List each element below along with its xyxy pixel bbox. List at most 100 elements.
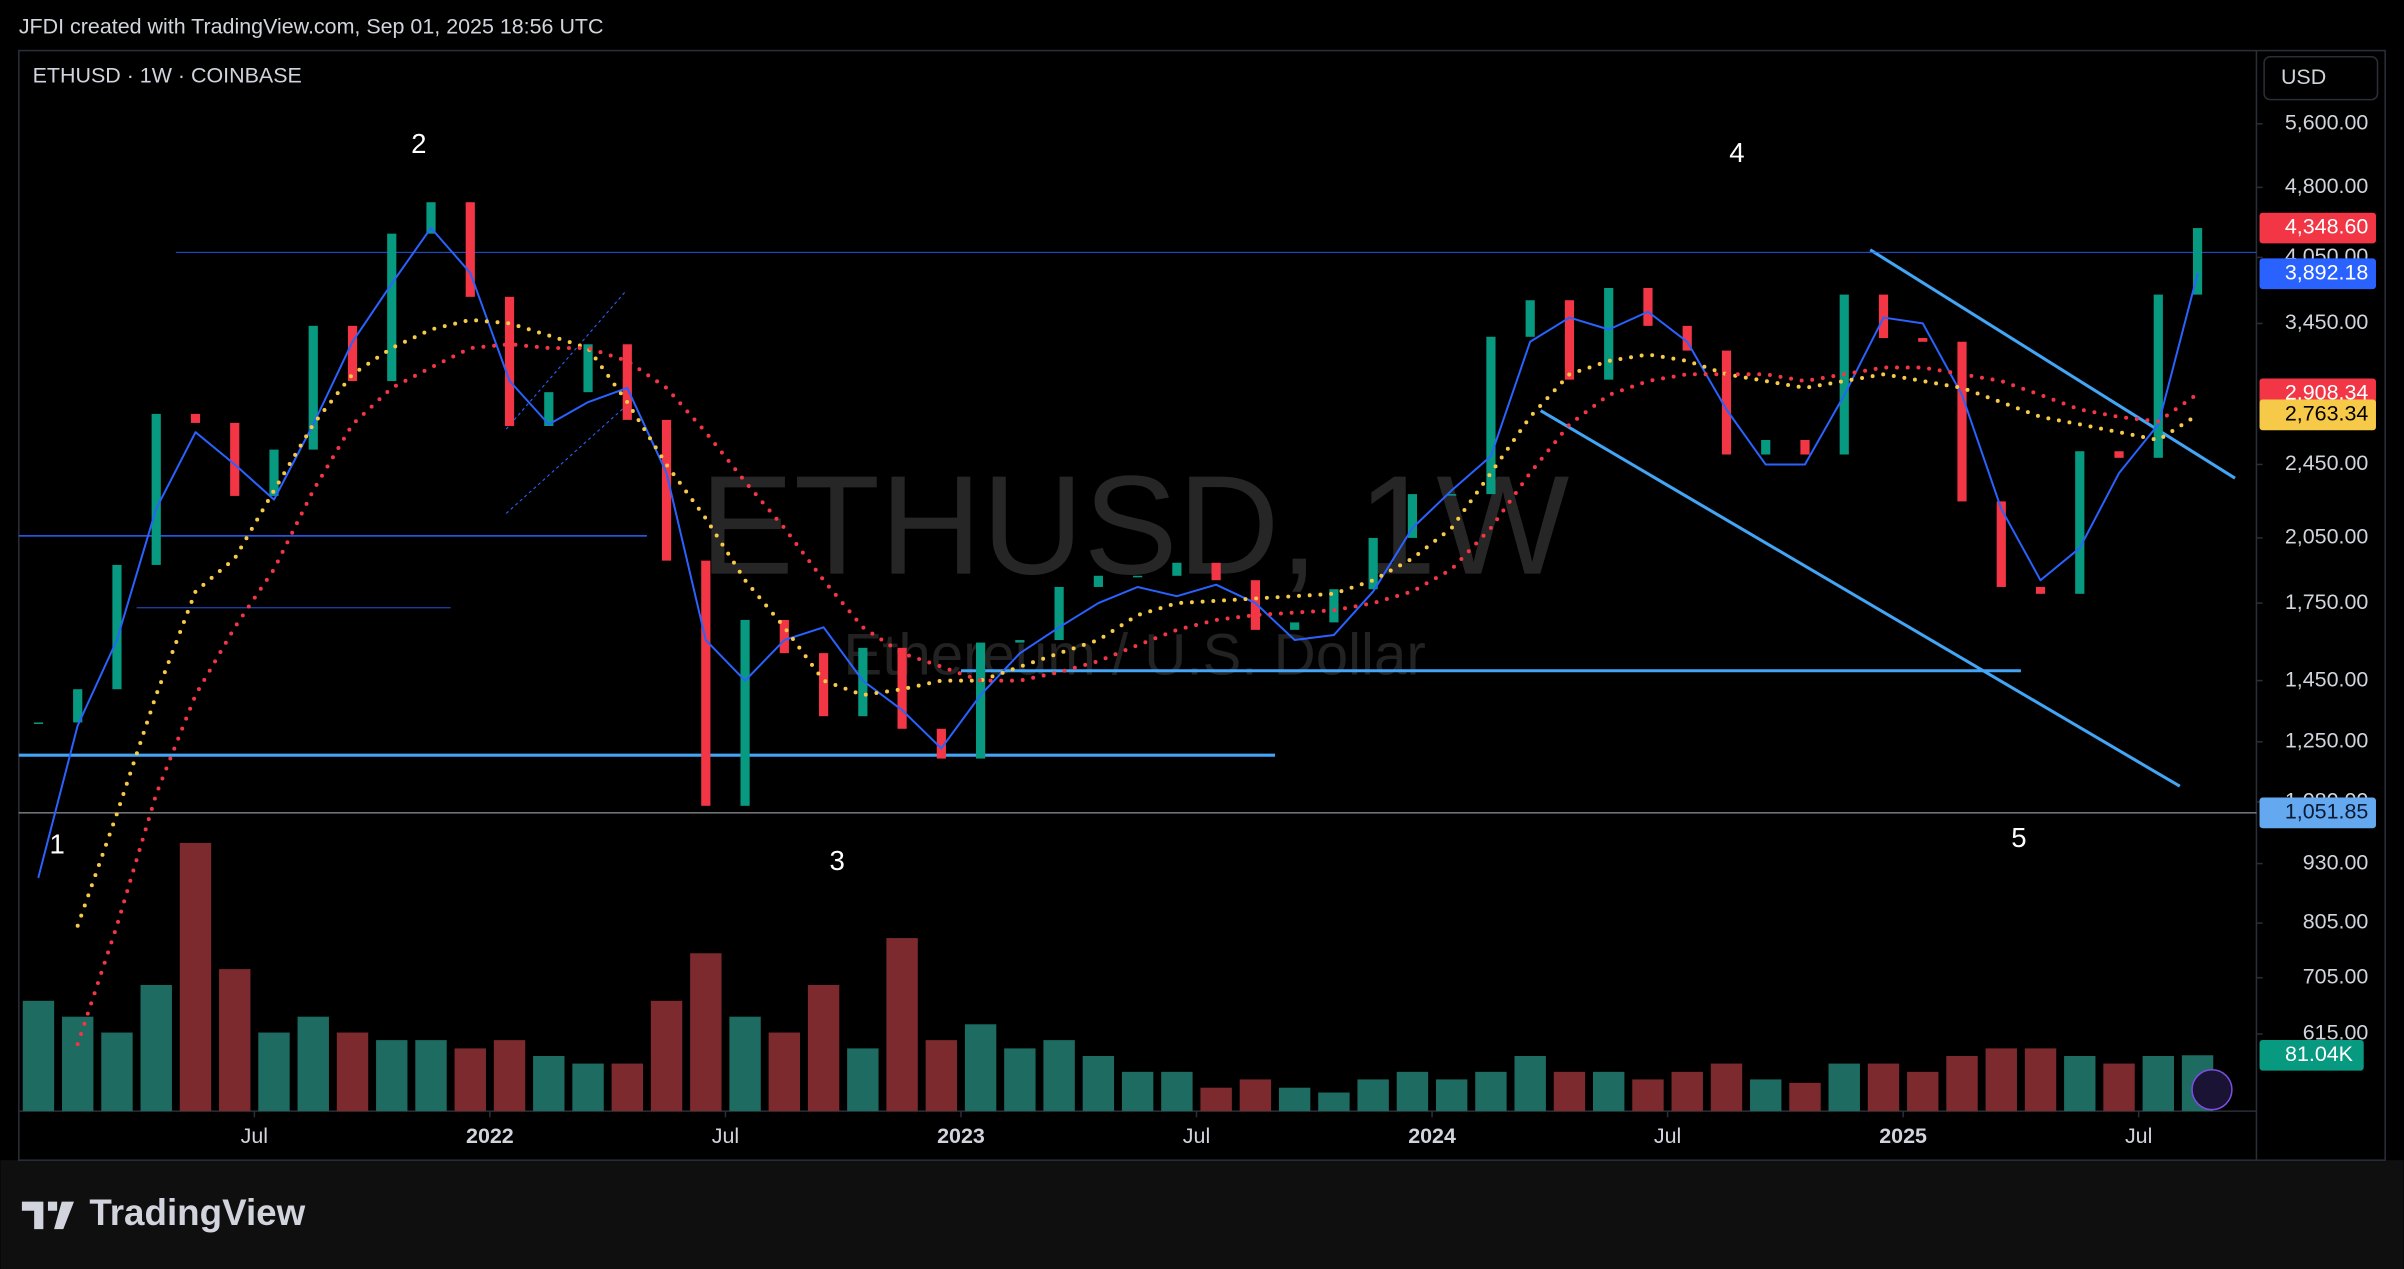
price-label-box bbox=[2259, 212, 2376, 244]
y-tick-label: 1,250.00 bbox=[2285, 728, 2369, 752]
volume-bar bbox=[1082, 1055, 1115, 1112]
volume-bar bbox=[1121, 1071, 1154, 1112]
price-label: 2,763.34 bbox=[2285, 402, 2369, 426]
plot bbox=[18, 202, 2257, 1112]
wave-label: 3 bbox=[830, 845, 845, 876]
x-tick-label: Jul bbox=[241, 1124, 268, 1148]
volume-bar bbox=[1200, 1087, 1232, 1112]
volume-bar bbox=[297, 1016, 329, 1112]
candle-body bbox=[1564, 300, 1575, 380]
currency-box[interactable] bbox=[2263, 55, 2379, 101]
volume-bar bbox=[219, 969, 251, 1112]
watermark: ETHUSD, 1W bbox=[700, 446, 1570, 604]
volume-bar bbox=[650, 1000, 683, 1112]
candle-body bbox=[1172, 562, 1182, 576]
volume-bar bbox=[2142, 1055, 2174, 1112]
price-label-box bbox=[2259, 258, 2376, 290]
candle-body bbox=[1761, 439, 1771, 455]
volume-bar bbox=[533, 1055, 565, 1112]
volume-bar bbox=[1671, 1071, 1703, 1112]
candle-body bbox=[1878, 294, 1889, 339]
trend-line bbox=[505, 405, 627, 514]
x-tick-label: Jul bbox=[712, 1124, 739, 1148]
volume-bar bbox=[807, 984, 840, 1112]
y-tick-label: 705.00 bbox=[2303, 964, 2369, 988]
volume-bar bbox=[336, 1032, 369, 1112]
candle-body bbox=[387, 233, 397, 382]
watermark-subtitle: Ethereum / U.S. Dollar bbox=[843, 622, 1425, 687]
candle-body bbox=[1918, 338, 1928, 342]
candle-body bbox=[1054, 586, 1064, 641]
trend-line bbox=[1869, 248, 2236, 480]
candle-body bbox=[1996, 501, 2006, 587]
brand-name: TradingView bbox=[89, 1192, 305, 1233]
volume-bar bbox=[611, 1063, 644, 1112]
volume-bar bbox=[415, 1040, 447, 1112]
candle-body bbox=[936, 728, 946, 759]
x-tick-label: Jul bbox=[1654, 1124, 1681, 1148]
candle-body bbox=[1290, 622, 1300, 630]
volume-bar bbox=[62, 1016, 94, 1112]
currency[interactable]: USD bbox=[2281, 65, 2326, 89]
moving-average bbox=[37, 226, 2199, 879]
candle-body bbox=[269, 449, 279, 496]
candle-body bbox=[544, 392, 554, 426]
assistant-button[interactable] bbox=[2191, 1068, 2233, 1111]
candle-body bbox=[1211, 562, 1221, 581]
volume-bar bbox=[1475, 1071, 1507, 1112]
candle-body bbox=[308, 325, 318, 450]
y-tick-label: 5,600.00 bbox=[2285, 111, 2369, 135]
trend-lines bbox=[505, 248, 2236, 788]
volume-bar bbox=[1946, 1055, 1978, 1112]
candle-body bbox=[230, 422, 240, 496]
x-tick-label: Jul bbox=[1183, 1124, 1210, 1148]
moving-average bbox=[75, 342, 2200, 1047]
volume-bar bbox=[1004, 1048, 1036, 1112]
volume-bar bbox=[258, 1032, 290, 1112]
volume-bar bbox=[729, 1016, 761, 1112]
y-tick-label: 615.00 bbox=[2303, 1021, 2369, 1045]
y-tick-label: 4,800.00 bbox=[2285, 174, 2369, 198]
y-tick-label: 1,450.00 bbox=[2285, 667, 2369, 691]
candle-body bbox=[347, 325, 358, 382]
candle-body bbox=[1800, 439, 1810, 455]
candle-body bbox=[151, 413, 161, 565]
volume-bar bbox=[1867, 1063, 1900, 1112]
volume-bar bbox=[690, 953, 722, 1112]
volume-bar bbox=[1985, 1048, 2017, 1112]
wave-label: 5 bbox=[2011, 822, 2026, 853]
candle-body bbox=[2075, 451, 2085, 594]
volume-bar bbox=[2064, 1055, 2096, 1112]
candle-body bbox=[1093, 575, 1103, 587]
brand-logo: TradingView bbox=[21, 1192, 306, 1233]
candle-body bbox=[1368, 537, 1378, 590]
y-tick-label: 2,050.00 bbox=[2285, 525, 2369, 549]
volume-label-box bbox=[2259, 1039, 2364, 1071]
x-tick-label: 2025 bbox=[1879, 1124, 1927, 1148]
price-label-box bbox=[2259, 399, 2376, 431]
volume-label: 81.04K bbox=[2285, 1042, 2354, 1066]
volume-bar bbox=[1435, 1079, 1468, 1112]
header-text: JFDI created with TradingView.com, Sep 0… bbox=[19, 14, 604, 38]
candle-body bbox=[976, 642, 986, 759]
volume-bar bbox=[2103, 1063, 2135, 1112]
volume-bar bbox=[1239, 1079, 1272, 1112]
volume-bar bbox=[1632, 1079, 1664, 1112]
candle-body bbox=[2035, 586, 2046, 594]
wave-label: 1 bbox=[49, 828, 64, 859]
volume-bar bbox=[1318, 1092, 1350, 1112]
trend-line bbox=[1539, 409, 2181, 788]
y-tick-label: 2,450.00 bbox=[2285, 451, 2369, 475]
price-label-box bbox=[2259, 797, 2376, 829]
candle-body bbox=[2114, 451, 2124, 458]
volume-bar bbox=[1907, 1071, 1939, 1112]
candle-body bbox=[622, 344, 632, 420]
candle-body bbox=[1133, 575, 1143, 578]
candle-body bbox=[190, 413, 201, 423]
volume-bar bbox=[140, 984, 172, 1112]
candle-body bbox=[426, 202, 436, 234]
volume-bar bbox=[179, 842, 212, 1112]
x-tick-label: 2024 bbox=[1408, 1124, 1456, 1148]
candle-body bbox=[1250, 580, 1260, 630]
